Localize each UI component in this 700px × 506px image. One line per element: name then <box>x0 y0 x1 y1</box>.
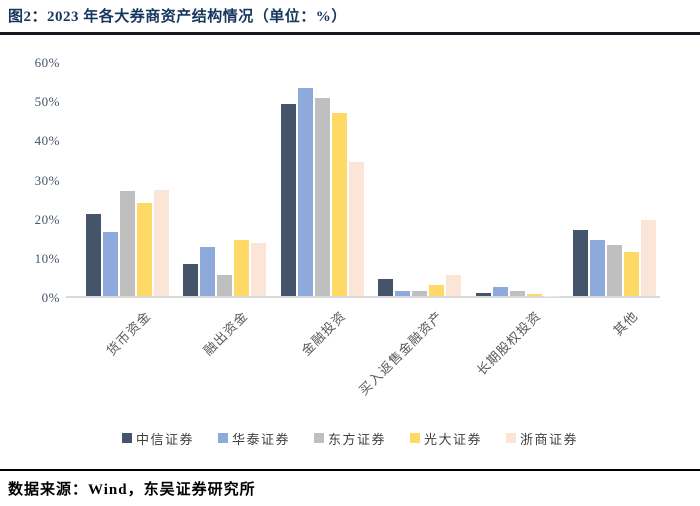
bar-浙商证券-融出资金 <box>251 242 267 296</box>
bar-光大证券-长期股权投资 <box>526 294 542 296</box>
bar-中信证券-金融投资 <box>280 103 296 296</box>
bar-浙商证券-金融投资 <box>348 162 364 296</box>
bar-东方证券-货币资金 <box>120 191 135 296</box>
bar-group-1 <box>86 63 169 296</box>
bar-华泰证券-融出资金 <box>200 247 216 296</box>
bar-东方证券-买入返售金融资产 <box>412 290 428 296</box>
bar-东方证券-金融投资 <box>314 97 330 296</box>
bar-东方证券-融出资金 <box>217 275 233 296</box>
legend-color-swatch-icon <box>121 433 132 443</box>
x-axis: 货币资金 融出资金 金融投资 买入返售金融资产 长期股权投资 其他 <box>0 306 700 421</box>
y-tick-label-50%: 50% <box>34 94 60 110</box>
y-tick-label-20%: 20% <box>34 211 60 227</box>
legend-item-东方证券: 东方证券 <box>313 429 386 448</box>
category-label-买入返售金融资产: 买入返售金融资产 <box>356 308 447 398</box>
y-tick-label-40%: 40% <box>34 133 60 149</box>
legend-label: 华泰证券 <box>231 431 290 447</box>
bar-group-4 <box>378 63 462 296</box>
category-label-长期股权投资: 长期股权投资 <box>474 308 545 379</box>
legend: 中信证券 华泰证券 东方证券 光大证券 浙商证券 <box>0 428 700 448</box>
legend-item-浙商证券: 浙商证券 <box>506 429 578 448</box>
bar-浙商证券-买入返售金融资产 <box>446 275 462 296</box>
bar-光大证券-买入返售金融资产 <box>429 285 445 296</box>
bar-浙商证券-其他 <box>640 220 656 296</box>
title-divider <box>0 32 700 35</box>
bar-光大证券-货币资金 <box>137 202 152 296</box>
source-note: 数据来源：Wind，东吴证券研究所 <box>8 482 256 498</box>
bar-中信证券-长期股权投资 <box>475 293 491 296</box>
bar-东方证券-长期股权投资 <box>509 291 525 296</box>
y-tick-label-10%: 10% <box>34 250 60 266</box>
category-label-金融投资: 金融投资 <box>299 308 350 359</box>
bar-中信证券-买入返售金融资产 <box>378 279 394 296</box>
y-tick-label-30%: 30% <box>34 172 60 188</box>
legend-label: 浙商证券 <box>520 431 579 447</box>
legend-color-swatch-icon <box>313 433 324 443</box>
legend-item-中信证券: 中信证券 <box>121 429 194 448</box>
legend-label: 中信证券 <box>135 431 194 447</box>
y-tick-label-0%: 0% <box>41 290 60 305</box>
bar-华泰证券-买入返售金融资产 <box>395 290 411 296</box>
bar-光大证券-融出资金 <box>234 240 250 296</box>
legend-item-光大证券: 光大证券 <box>410 429 482 448</box>
bar-华泰证券-长期股权投资 <box>492 287 508 296</box>
bar-中信证券-融出资金 <box>183 263 199 296</box>
plot-area <box>66 63 660 298</box>
category-label-货币资金: 货币资金 <box>104 308 155 359</box>
bar-group-6 <box>572 63 656 296</box>
bar-浙商证券-货币资金 <box>154 190 169 296</box>
category-label-其他: 其他 <box>610 308 642 339</box>
legend-color-swatch-icon <box>506 433 517 443</box>
bar-华泰证券-货币资金 <box>103 231 118 296</box>
legend-label: 光大证券 <box>424 431 483 447</box>
bar-中信证券-货币资金 <box>86 214 101 296</box>
legend-label: 东方证券 <box>327 431 386 447</box>
y-axis: 0% 10% 20% 30% 40% 50% 60% <box>0 55 60 305</box>
y-tick-label-60%: 60% <box>34 55 60 70</box>
bar-group-3 <box>280 63 364 296</box>
bar-group-5 <box>475 63 559 296</box>
figure-title: 图2：2023 年各大券商资产结构情况（单位：%） <box>8 9 347 25</box>
bar-group-2 <box>183 63 267 296</box>
bar-光大证券-其他 <box>623 251 639 296</box>
bar-华泰证券-其他 <box>589 240 605 296</box>
legend-item-华泰证券: 华泰证券 <box>217 429 290 448</box>
footer-divider <box>0 469 700 471</box>
category-label-融出资金: 融出资金 <box>201 308 252 359</box>
bar-中信证券-其他 <box>572 229 588 296</box>
legend-color-swatch-icon <box>217 433 228 443</box>
bar-光大证券-金融投资 <box>331 113 347 296</box>
legend-color-swatch-icon <box>410 433 420 443</box>
bar-华泰证券-金融投资 <box>297 88 313 296</box>
bar-东方证券-其他 <box>606 244 622 296</box>
